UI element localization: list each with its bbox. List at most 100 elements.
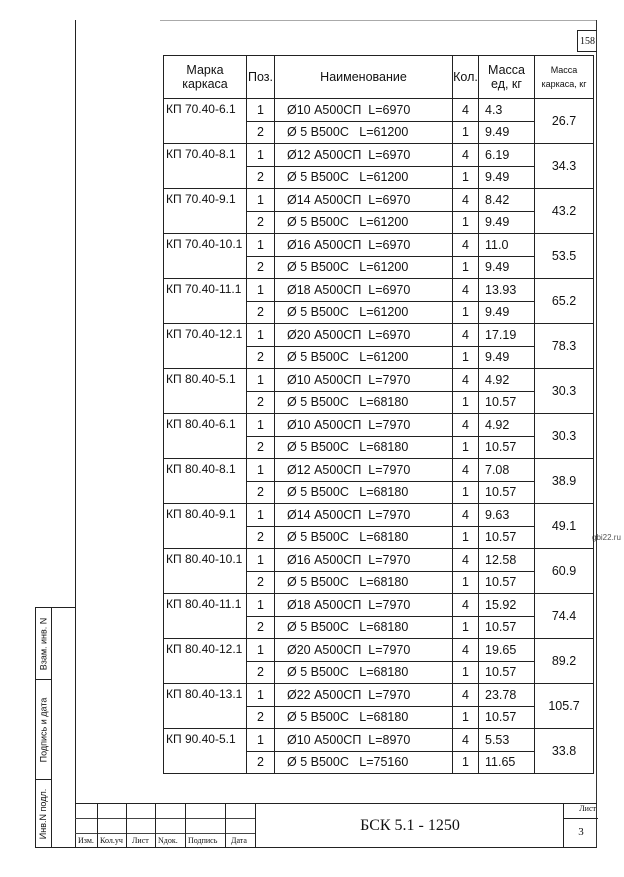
position: 1 [246,503,275,527]
item-name: Ø 5 В500С L=68180 [274,480,453,504]
unit-mass: 10.57 [478,480,535,504]
unit-mass: 5.53 [478,728,535,752]
quantity: 4 [452,278,479,302]
frame-mark: КП 80.40-9.1 [163,503,247,549]
table-row: КП 80.40-10.1 1 Ø16 А500СП L=7970 4 12.58 60.… [163,548,594,594]
table-row: КП 80.40-6.1 1 Ø10 А500СП L=7970 4 4.92 30.3 [163,413,594,459]
quantity: 4 [452,233,479,257]
unit-mass: 9.49 [478,345,535,369]
frame-mass: 53.5 [534,233,594,279]
position: 1 [246,233,275,257]
frame-mass: 74.4 [534,593,594,639]
quantity: 4 [452,683,479,707]
sheet-box: Лист 3 [563,804,598,847]
unit-mass: 11.65 [478,750,535,774]
frame-mass: 60.9 [534,548,594,594]
position: 1 [246,368,275,392]
quantity: 1 [452,210,479,234]
frame-mass: 78.3 [534,323,594,369]
item-name: Ø20 А500СП L=6970 [274,323,453,347]
unit-mass: 10.57 [478,570,535,594]
header-qty: Кол. [452,55,479,99]
table-row: КП 70.40-9.1 1 Ø14 А500СП L=6970 4 8.42 43.2 [163,188,594,234]
item-name: Ø 5 В500С L=68180 [274,525,453,549]
table-row: КП 80.40-12.1 1 Ø20 А500СП L=7970 4 19.65 89.… [163,638,594,684]
header-name: Наименование [274,55,453,99]
unit-mass: 10.57 [478,705,535,729]
table-row: КП 90.40-5.1 1 Ø10 А500СП L=8970 4 5.53 33.8 [163,728,594,774]
stamp-label: Лист [132,836,149,845]
unit-mass: 23.78 [478,683,535,707]
unit-mass: 9.49 [478,300,535,324]
frame-mass: 89.2 [534,638,594,684]
table-row: КП 70.40-6.1 1 Ø10 А500СП L=6970 4 4.3 26.7 [163,98,594,144]
divider [75,833,255,834]
title-block: Изм. Кол.уч Лист Nдок. Подпись Дата БСК … [75,803,598,848]
header-unit-mass: Масса ед, кг [478,55,535,99]
unit-mass: 9.63 [478,503,535,527]
quantity: 4 [452,188,479,212]
quantity: 1 [452,660,479,684]
watermark: gbi22.ru [592,533,621,542]
position: 1 [246,98,275,122]
frame-mark: КП 80.40-12.1 [163,638,247,684]
unit-mass: 4.92 [478,413,535,437]
item-name: Ø 5 В500С L=68180 [274,435,453,459]
stamp-label: Подпись [188,836,218,845]
table-row: КП 70.40-8.1 1 Ø12 А500СП L=6970 4 6.19 34.3 [163,143,594,189]
position: 2 [246,300,275,324]
stamp-label: Nдок. [158,836,178,845]
frame-mark: КП 80.40-10.1 [163,548,247,594]
quantity: 1 [452,435,479,459]
position: 1 [246,323,275,347]
position: 1 [246,728,275,752]
item-name: Ø 5 В500С L=68180 [274,570,453,594]
unit-mass: 4.3 [478,98,535,122]
quantity: 4 [452,458,479,482]
col [127,804,156,847]
unit-mass: 10.57 [478,525,535,549]
sheet-label: Лист [564,804,598,819]
item-name: Ø20 А500СП L=7970 [274,638,453,662]
quantity: 1 [452,525,479,549]
header-mark: Марка каркаса [163,55,247,99]
table-row: КП 80.40-9.1 1 Ø14 А500СП L=7970 4 9.63 49.1 [163,503,594,549]
unit-mass: 9.49 [478,120,535,144]
frame-mass: 26.7 [534,98,594,144]
quantity: 1 [452,390,479,414]
sheet-number: 3 [578,826,584,838]
unit-mass: 17.19 [478,323,535,347]
side-cell-replaced: Взам. инв. N [36,608,52,680]
frame-mark: КП 80.40-5.1 [163,368,247,414]
position: 2 [246,345,275,369]
frame-mass: 43.2 [534,188,594,234]
unit-mass: 7.08 [478,458,535,482]
frame-mark: КП 70.40-9.1 [163,188,247,234]
frame-mark: КП 70.40-10.1 [163,233,247,279]
side-cell-signature: Подпись и дата [36,680,52,780]
position: 2 [246,660,275,684]
item-name: Ø10 А500СП L=6970 [274,98,453,122]
top-border [160,20,597,21]
table-row: КП 70.40-12.1 1 Ø20 А500СП L=6970 4 17.19 78.… [163,323,594,369]
frame-mass: 33.8 [534,728,594,774]
item-name: Ø12 А500СП L=6970 [274,143,453,167]
frame-mass: 65.2 [534,278,594,324]
frame-mass: 34.3 [534,143,594,189]
quantity: 1 [452,165,479,189]
stamp-label: Изм. [78,836,94,845]
quantity: 4 [452,638,479,662]
item-name: Ø10 А500СП L=7970 [274,368,453,392]
position: 1 [246,278,275,302]
quantity: 4 [452,143,479,167]
item-name: Ø12 А500СП L=7970 [274,458,453,482]
